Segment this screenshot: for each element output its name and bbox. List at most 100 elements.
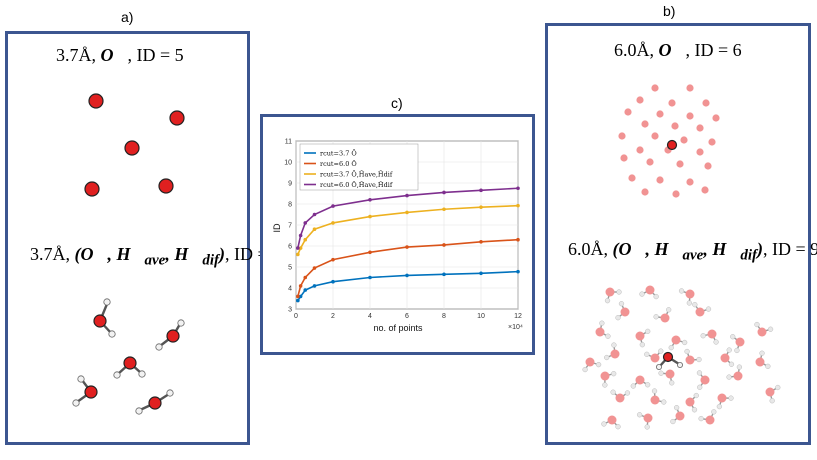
water-molecule: [600, 371, 617, 388]
data-point: [516, 203, 520, 208]
data-point: [368, 275, 372, 280]
oxygen-atom: [672, 190, 680, 198]
water-molecule: [601, 415, 621, 430]
oxygen-atom: [702, 99, 710, 107]
water-molecule: [685, 392, 699, 413]
oxygen-atom: [668, 99, 676, 107]
series-line-3: [297, 204, 519, 255]
data-point: [442, 207, 446, 212]
data-point: [405, 273, 409, 278]
data-point: [298, 284, 303, 288]
water-molecule: [639, 285, 659, 300]
water-molecule: [653, 307, 672, 323]
series-line-4: [297, 187, 519, 249]
y-tick-label: 5: [288, 265, 292, 272]
data-point: [516, 186, 520, 191]
data-point: [516, 269, 520, 274]
water-molecule: [692, 301, 712, 317]
series-lines: [296, 186, 520, 303]
water-molecule: [635, 328, 651, 348]
data-point: [312, 227, 317, 231]
oxygen-atom: [686, 84, 694, 92]
water-molecule: [604, 342, 620, 361]
x-tick-labels: 0 2 4 6 8 10 12: [294, 313, 522, 320]
data-point: [405, 210, 409, 215]
data-point: [516, 237, 520, 242]
data-point: [405, 245, 409, 249]
oxygen-atom: [618, 132, 626, 140]
data-point: [296, 252, 300, 257]
oxygen-atom: [671, 122, 679, 130]
oxygen-atom: [704, 162, 712, 170]
oxygen-atom: [686, 112, 694, 120]
oxygen-atom: [624, 108, 632, 116]
water-molecule: [670, 405, 685, 425]
water-molecule: [135, 389, 174, 415]
data-point: [479, 205, 483, 209]
panel-b-frame: [545, 23, 811, 445]
water-molecule: [765, 384, 781, 404]
oxygen-atom: [651, 84, 659, 92]
water-molecule: [155, 319, 185, 351]
water-molecule: [72, 375, 98, 407]
water-molecule: [658, 369, 675, 386]
water-molecule: [720, 347, 735, 367]
series-line-1: [297, 270, 519, 302]
data-point: [303, 275, 308, 280]
y-tick-label: 3: [288, 307, 292, 314]
water-molecule: [644, 348, 664, 363]
data-point: [312, 212, 317, 217]
data-point: [331, 279, 335, 284]
data-point: [331, 204, 335, 208]
water-molecule: [716, 393, 734, 410]
x-tick-label: 10: [477, 313, 485, 320]
legend-entry: rcut=6.0 Ō: [320, 159, 357, 168]
oxygen-atom: [169, 110, 185, 126]
data-point: [296, 294, 300, 299]
data-point: [312, 266, 317, 270]
water-molecule: [630, 375, 651, 389]
water-molecule: [698, 409, 717, 425]
panel-b-bottom-formula: 6.0Å, (O⃗, H⃗ave, H⃗dif), ID = 9: [568, 239, 817, 264]
data-point: [331, 257, 335, 262]
oxygen-atom: [712, 114, 720, 122]
panel-a-top-formula: 3.7Å, O⃗, ID = 5: [56, 45, 184, 65]
oxygen-atom: [696, 148, 704, 156]
oxygen-atom: [641, 120, 649, 128]
oxygen-atom: [124, 140, 140, 156]
x-tick-label: 2: [331, 313, 335, 320]
data-point: [368, 214, 372, 219]
legend-entry: rcut=3.7 Ō,H̄ave,H̄dif: [320, 169, 393, 178]
oxygen-atom: [686, 178, 694, 186]
water-molecule: [650, 388, 667, 405]
oxygen-atom: [656, 110, 664, 118]
central-oxygen-atom: [666, 139, 678, 151]
x-tick-label: 6: [405, 313, 409, 320]
y-tick-label: 8: [288, 202, 292, 209]
water-molecule: [684, 348, 702, 365]
y-tick-labels: 3 4 5 6 7 8 9 10 11: [284, 139, 292, 314]
oxygen-atom: [84, 181, 100, 197]
water-molecule: [610, 389, 631, 403]
water-molecule: [726, 364, 743, 381]
data-point: [479, 240, 483, 244]
oxygen-atom: [88, 93, 104, 109]
legend-entry: rcut=6.0 Ō,H̄ave,H̄dif: [320, 180, 393, 189]
data-point: [298, 246, 303, 250]
panel-a-letter: a): [121, 9, 134, 25]
x-tick-label: 4: [368, 313, 372, 320]
data-point: [405, 193, 409, 198]
data-point: [442, 190, 446, 195]
y-tick-label: 6: [288, 244, 292, 251]
data-point: [312, 284, 317, 288]
water-molecule: [754, 321, 774, 337]
oxygen-atom: [676, 160, 684, 168]
x-axis-label: no. of points: [373, 323, 423, 333]
panel-a-water-cluster: [72, 298, 185, 415]
water-molecule: [730, 334, 745, 354]
data-point: [442, 272, 446, 277]
oxygen-atom: [620, 154, 628, 162]
